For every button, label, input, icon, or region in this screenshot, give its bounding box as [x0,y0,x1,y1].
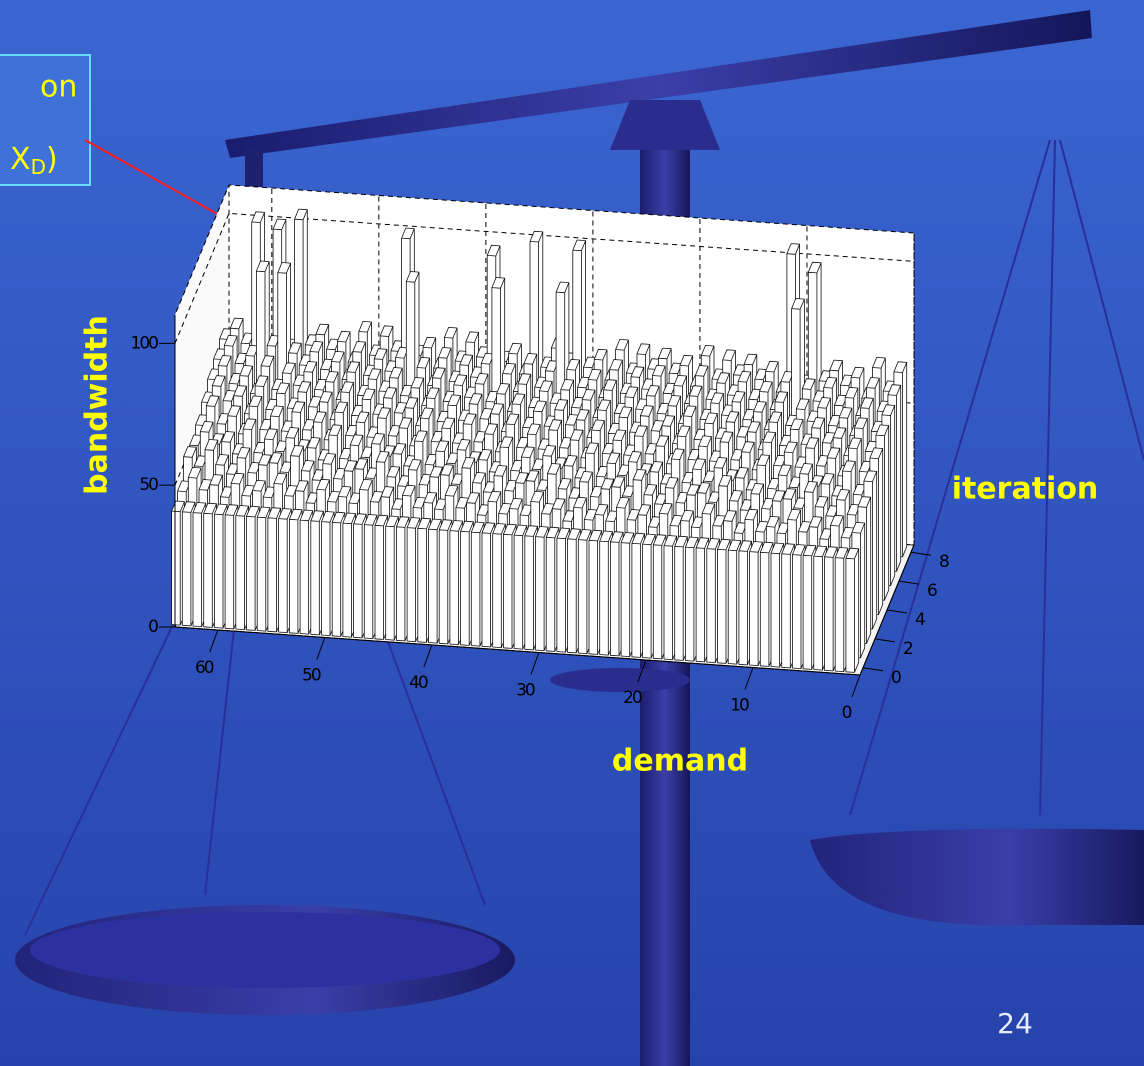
y-tick-label: 2 [903,639,913,659]
z-axis-label: bandwidth [80,315,115,495]
x-tick-label: 50 [302,666,321,686]
annotation-end: ) [46,142,58,177]
annotation-sub: D [31,155,46,179]
z-tick-label: 0 [148,617,158,637]
x-tick-label: 10 [730,696,749,716]
y-tick-label: 4 [915,610,925,630]
x-axis-label: demand [612,744,748,779]
left-pan-rim [30,912,500,988]
x-tick-label: 0 [842,703,852,723]
y-axis-label: iteration [952,472,1099,507]
z-tick-label: 50 [139,475,158,495]
slide: on XD) 010203040506002468050100 bandwidt… [0,0,1144,1066]
annotation-line1: on [40,70,77,105]
x-tick-label: 20 [623,688,642,708]
y-tick-label: 8 [939,552,949,572]
x-tick-label: 60 [195,658,214,678]
x-tick-label: 40 [409,673,428,693]
z-tick-label: 100 [131,333,159,353]
annotation-x: X [10,142,31,177]
collar [550,668,690,692]
page-number: 24 [997,1007,1033,1040]
y-tick-label: 0 [891,668,901,688]
y-tick-label: 6 [927,581,937,601]
x-tick-label: 30 [516,681,535,701]
bar [846,548,859,672]
